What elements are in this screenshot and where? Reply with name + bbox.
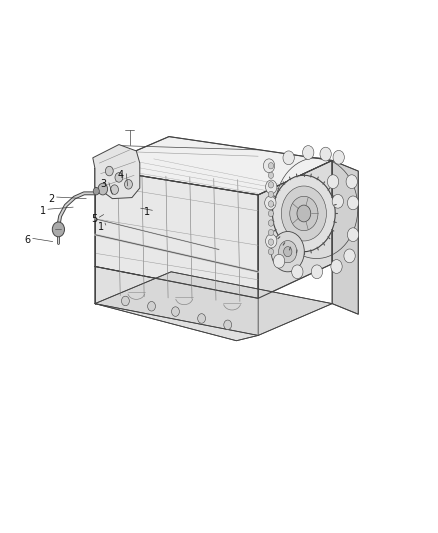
Circle shape	[268, 172, 274, 179]
Polygon shape	[332, 160, 358, 314]
Polygon shape	[95, 272, 332, 335]
Circle shape	[283, 151, 294, 165]
Circle shape	[121, 296, 129, 306]
Polygon shape	[95, 136, 332, 195]
Circle shape	[268, 211, 274, 216]
Circle shape	[268, 248, 274, 255]
Circle shape	[320, 147, 331, 161]
Circle shape	[272, 175, 335, 252]
Polygon shape	[95, 168, 258, 298]
Text: 1: 1	[40, 206, 46, 216]
Text: 5: 5	[91, 214, 97, 224]
Circle shape	[292, 265, 303, 279]
Circle shape	[290, 196, 318, 231]
Circle shape	[297, 205, 311, 222]
Polygon shape	[258, 160, 332, 298]
Circle shape	[268, 182, 274, 188]
Text: 4: 4	[118, 171, 124, 180]
Circle shape	[347, 228, 359, 241]
Circle shape	[284, 247, 292, 257]
Circle shape	[93, 188, 99, 195]
Circle shape	[273, 254, 285, 268]
Circle shape	[279, 240, 297, 263]
Circle shape	[271, 231, 304, 272]
Circle shape	[327, 175, 339, 189]
Circle shape	[268, 191, 274, 198]
Circle shape	[268, 220, 274, 226]
Circle shape	[268, 201, 274, 207]
Circle shape	[331, 260, 342, 273]
Circle shape	[268, 229, 274, 236]
Circle shape	[311, 265, 322, 279]
Circle shape	[106, 166, 113, 176]
Circle shape	[224, 320, 232, 329]
Circle shape	[303, 146, 314, 159]
Circle shape	[347, 196, 359, 210]
Circle shape	[268, 239, 274, 245]
Circle shape	[281, 186, 326, 241]
Polygon shape	[93, 144, 140, 199]
Circle shape	[98, 183, 108, 195]
Polygon shape	[95, 266, 258, 341]
Circle shape	[172, 307, 180, 317]
Text: 2: 2	[48, 193, 55, 204]
Circle shape	[265, 180, 277, 194]
Circle shape	[111, 185, 118, 195]
Circle shape	[52, 222, 64, 237]
Circle shape	[333, 150, 344, 164]
Circle shape	[332, 195, 343, 208]
Text: 6: 6	[25, 235, 31, 245]
Circle shape	[344, 249, 355, 263]
Text: 3: 3	[101, 179, 107, 189]
Circle shape	[148, 302, 155, 311]
Text: 1: 1	[98, 222, 104, 232]
Circle shape	[265, 234, 277, 248]
Circle shape	[265, 196, 276, 210]
Circle shape	[263, 159, 275, 173]
Circle shape	[198, 314, 205, 323]
Text: 1: 1	[144, 207, 150, 217]
Circle shape	[115, 173, 123, 182]
Circle shape	[124, 180, 132, 189]
Circle shape	[268, 163, 274, 169]
Circle shape	[346, 175, 357, 189]
